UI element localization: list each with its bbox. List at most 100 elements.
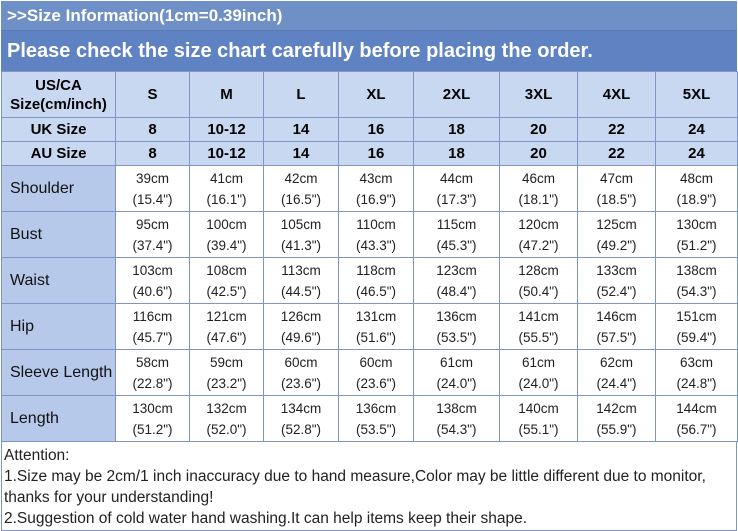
measurement-cell: 110cm (43.3")	[338, 211, 414, 258]
cm-value: 63cm	[679, 354, 713, 370]
measurement-cell: 120cm (47.2")	[499, 211, 578, 258]
measurement-cell: 61cm (24.0")	[413, 349, 500, 396]
cm-value: 126cm	[280, 308, 322, 324]
cm-value: 120cm	[518, 216, 559, 232]
measurement-row: Length 130cm (51.2") 132cm (52.0") 134cm (52.8…	[1, 395, 738, 442]
measurement-cell: 113cm (44.5")	[263, 257, 339, 304]
cm-value: 61cm	[521, 354, 555, 370]
uk-size-cell: 22	[577, 117, 656, 142]
au-size-cell: 24	[655, 141, 738, 166]
measurement-label: Sleeve Length	[1, 349, 116, 396]
inch-value: (54.3")	[676, 283, 717, 299]
cm-value: 141cm	[518, 308, 559, 324]
size-cell: 4XL	[577, 71, 656, 118]
cm-value: 100cm	[206, 216, 247, 232]
measurement-cell: 59cm (23.2")	[189, 349, 264, 396]
uk-size-row: UK Size 8 10-12 14 16 18 20 22 24	[1, 117, 738, 142]
uk-size-cell: 20	[499, 117, 578, 142]
note-line-3: 2.Suggestion of cold water hand washing.…	[4, 510, 528, 527]
cm-value: 130cm	[132, 400, 173, 416]
size-notice: Please check the size chart carefully be…	[1, 31, 737, 71]
cm-value: 146cm	[596, 308, 637, 324]
measurement-cell: 58cm (22.8")	[115, 349, 190, 396]
measurement-label: Hip	[1, 303, 116, 350]
measurement-cell: 42cm (16.5")	[263, 165, 339, 212]
cm-value: 95cm	[135, 216, 169, 232]
measurement-cell: 123cm (48.4")	[413, 257, 500, 304]
size-table: US/CA Size(cm/inch) S M L XL 2XL 3XL 4XL 5XL UK…	[1, 71, 738, 442]
inch-value: (47.2")	[518, 237, 559, 253]
cm-value: 42cm	[284, 170, 318, 186]
cm-value: 47cm	[599, 170, 633, 186]
measurement-cell: 108cm (42.5")	[189, 257, 264, 304]
cm-value: 144cm	[676, 400, 717, 416]
measurement-cell: 63cm (24.8")	[655, 349, 738, 396]
inch-value: (17.3")	[436, 191, 477, 207]
au-size-cell: 18	[413, 141, 500, 166]
inch-value: (57.5")	[596, 329, 637, 345]
cm-value: 116cm	[132, 308, 173, 324]
inch-value: (52.4")	[596, 283, 637, 299]
measurement-cell: 151cm (59.4")	[655, 303, 738, 350]
measurement-cell: 121cm (47.6")	[189, 303, 264, 350]
measurement-cell: 132cm (52.0")	[189, 395, 264, 442]
inch-value: (52.0")	[206, 421, 247, 437]
au-size-cell: 14	[263, 141, 339, 166]
uk-size-cell: 10-12	[189, 117, 264, 142]
cm-value: 62cm	[599, 354, 633, 370]
inch-value: (39.4")	[206, 237, 247, 253]
inch-value: (24.4")	[596, 375, 637, 391]
inch-value: (43.3")	[355, 237, 397, 253]
cm-value: 110cm	[356, 216, 396, 232]
size-cell: S	[115, 71, 190, 118]
measurement-cell: 125cm (49.2")	[577, 211, 656, 258]
size-cell: L	[263, 71, 339, 118]
inch-value: (55.5")	[518, 329, 559, 345]
cm-value: 59cm	[209, 354, 243, 370]
cm-value: 128cm	[518, 262, 559, 278]
inch-value: (23.2")	[206, 375, 247, 391]
inch-value: (24.8")	[676, 375, 717, 391]
inch-value: (52.8")	[280, 421, 322, 437]
inch-value: (47.6")	[206, 329, 247, 345]
measurement-cell: 134cm (52.8")	[263, 395, 339, 442]
inch-value: (24.0")	[436, 375, 477, 391]
measurement-cell: 95cm (37.4")	[115, 211, 190, 258]
attention-notes: Attention: 1.Size may be 2cm/1 inch inac…	[1, 442, 737, 531]
measurement-cell: 48cm (18.9")	[655, 165, 738, 212]
measurement-cell: 60cm (23.6")	[263, 349, 339, 396]
measurement-cell: 144cm (56.7")	[655, 395, 738, 442]
cm-value: 41cm	[209, 170, 243, 186]
cm-value: 138cm	[676, 262, 717, 278]
measurement-cell: 141cm (55.5")	[499, 303, 578, 350]
unit-label: Size(cm/inch)	[10, 95, 107, 113]
cm-value: 115cm	[436, 216, 477, 232]
inch-value: (48.4")	[436, 283, 477, 299]
size-cell: 2XL	[413, 71, 500, 118]
size-info-title: >>Size Information(1cm=0.39inch)	[1, 1, 737, 31]
cm-value: 133cm	[596, 262, 637, 278]
measurement-cell: 130cm (51.2")	[115, 395, 190, 442]
cm-value: 48cm	[679, 170, 713, 186]
au-size-label: AU Size	[1, 141, 116, 166]
cm-value: 121cm	[206, 308, 247, 324]
cm-value: 44cm	[439, 170, 473, 186]
note-line-1: 1.Size may be 2cm/1 inch inaccuracy due …	[4, 468, 706, 485]
measurement-cell: 142cm (55.9")	[577, 395, 656, 442]
inch-value: (15.4")	[132, 191, 173, 207]
inch-value: (23.6")	[355, 375, 397, 391]
measurement-cell: 47cm (18.5")	[577, 165, 656, 212]
au-size-cell: 16	[338, 141, 414, 166]
inch-value: (51.2")	[676, 237, 717, 253]
inch-value: (41.3")	[280, 237, 322, 253]
note-line-2: thanks for your understanding!	[4, 489, 214, 506]
region-size-header: US/CA Size(cm/inch)	[1, 71, 116, 118]
measurement-cell: 60cm (23.6")	[338, 349, 414, 396]
inch-value: (51.2")	[132, 421, 173, 437]
measurement-cell: 105cm (41.3")	[263, 211, 339, 258]
cm-value: 134cm	[280, 400, 322, 416]
inch-value: (53.5")	[355, 421, 397, 437]
inch-value: (16.1")	[206, 191, 247, 207]
inch-value: (50.4")	[518, 283, 559, 299]
